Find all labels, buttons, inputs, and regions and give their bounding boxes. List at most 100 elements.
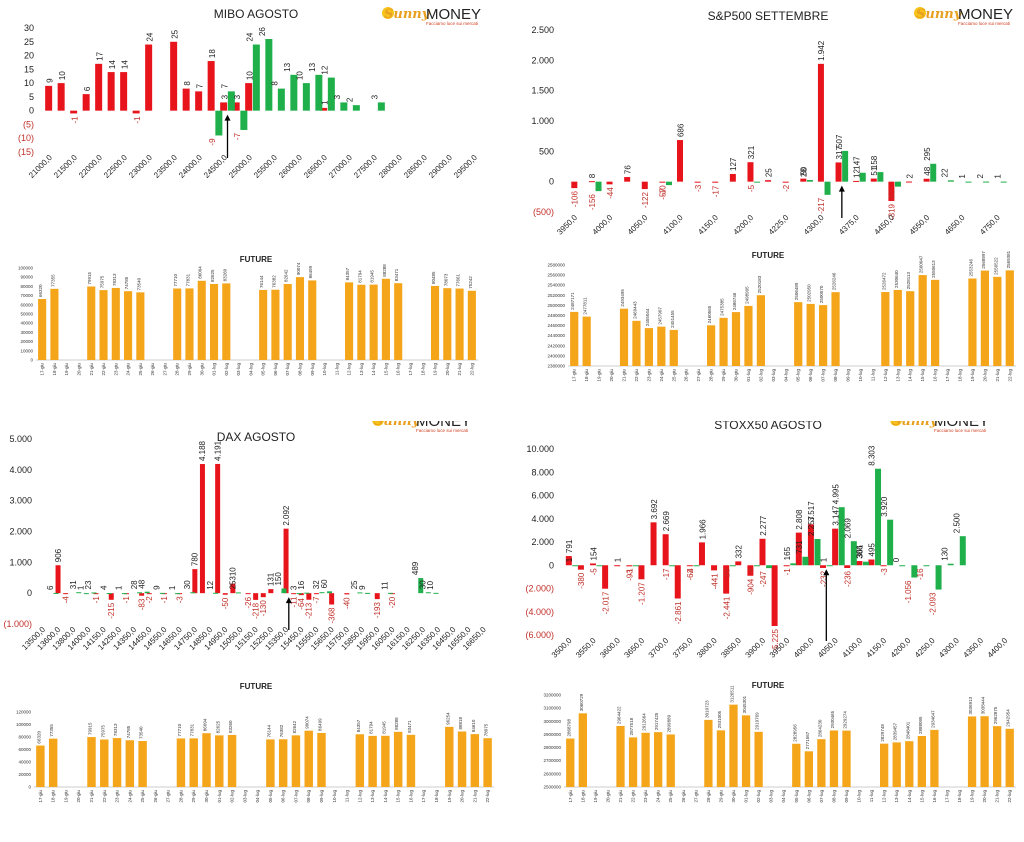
future-bar — [707, 325, 716, 366]
future-date-label: 24-giu — [126, 363, 131, 376]
data-label: 1 — [168, 585, 177, 590]
bar-green — [877, 172, 884, 182]
future-date-label: 17-giu — [568, 790, 573, 803]
future-data-label: 2962875 — [993, 706, 998, 724]
future-bar — [729, 704, 738, 787]
future-bar — [756, 295, 765, 366]
future-y-tick: 100000 — [18, 266, 34, 271]
bar-red — [590, 563, 597, 566]
y-tick-label: 10.000 — [526, 444, 554, 454]
bar-red — [771, 565, 778, 626]
future-date-label: 05-lug — [794, 790, 799, 803]
future-bar — [616, 725, 625, 787]
future-bar — [754, 731, 763, 787]
future-bar — [582, 316, 591, 366]
bar-green — [327, 77, 335, 111]
future-bar — [980, 270, 989, 366]
sp500-panel: S&P500 SETTEMBRE Sunny MONEY Facciamo luce … — [512, 0, 1024, 421]
future-data-label: 82625 — [215, 720, 220, 733]
future-bar — [394, 283, 403, 360]
x-tick-label: 3600,0 — [598, 636, 622, 660]
x-tick-label: 3950,0 — [555, 213, 579, 237]
future-date-label: 17-giu — [38, 790, 43, 803]
future-y-tick: 2460000 — [547, 323, 565, 328]
bar-green — [838, 507, 845, 566]
y-tick-label: 1.000 — [9, 557, 32, 567]
data-label: -2.441 — [722, 596, 731, 619]
future-bar — [819, 305, 828, 366]
future-y-tick: 2540000 — [547, 283, 565, 288]
future-date-label: 13-lug — [895, 369, 900, 382]
future-data-label: 2477811 — [583, 297, 588, 315]
bar-red — [783, 565, 790, 567]
future-bar — [176, 738, 186, 787]
data-label: -1 — [626, 568, 635, 576]
future-date-label: 29-giu — [191, 790, 196, 803]
bar-green — [826, 565, 833, 567]
data-label: -193 — [373, 602, 382, 619]
bar-red — [686, 565, 693, 567]
future-data-label: 84357 — [345, 267, 350, 280]
bar-green — [240, 110, 248, 130]
data-label: 2.069 — [844, 518, 853, 539]
y-tick-label: 0 — [27, 588, 32, 598]
x-tick-label: 25500,0 — [252, 153, 279, 180]
future-y-tick: 0 — [28, 785, 31, 790]
data-label: 2 — [346, 97, 355, 102]
bar-red — [182, 88, 190, 111]
data-label: -4 — [61, 596, 70, 604]
bar-green — [766, 565, 773, 569]
future-date-label: 17-lug — [945, 369, 950, 382]
bar-green — [930, 163, 937, 182]
future-date-label: 10-lug — [857, 790, 862, 803]
bar-green — [595, 181, 602, 192]
future-bar — [968, 278, 977, 366]
bar-green — [842, 150, 849, 182]
data-label: 2.669 — [662, 511, 671, 532]
future-y-tick: 20000 — [20, 339, 33, 344]
data-label: -40 — [343, 597, 352, 609]
bar-red — [712, 181, 719, 183]
bar-red — [320, 107, 328, 111]
logo-tagline: Facciamo luce sui mercati — [934, 428, 986, 433]
bar-green — [340, 102, 348, 111]
x-tick-label: 4350,0 — [961, 636, 985, 660]
bar-red — [93, 593, 99, 595]
future-bar — [917, 735, 926, 787]
data-label: 60 — [320, 579, 329, 588]
data-label: -368 — [327, 607, 336, 624]
future-data-label: 74785 — [124, 276, 129, 289]
future-y-tick: 40000 — [18, 760, 31, 765]
bar-red — [800, 178, 807, 182]
future-date-label: 26-giu — [681, 790, 686, 803]
future-data-label: 2500570 — [819, 285, 824, 303]
future-data-label: 2569381 — [1006, 250, 1011, 268]
future-date-label: 08-lug — [831, 790, 836, 803]
data-label: 295 — [923, 147, 932, 161]
x-tick-label: 27000,0 — [327, 153, 354, 180]
bar-red — [747, 162, 754, 182]
bar-red — [856, 561, 863, 566]
future-bar — [271, 289, 280, 360]
future-data-label: 88288 — [382, 264, 387, 277]
future-date-label: 13-lug — [359, 363, 364, 376]
future-y-tick: 2900000 — [543, 732, 561, 737]
future-data-label: 84357 — [356, 719, 361, 732]
future-bar — [48, 738, 58, 787]
future-data-label: 2520183 — [757, 275, 762, 293]
future-bar — [430, 285, 440, 360]
future-date-label: 05-lug — [261, 363, 266, 376]
x-tick-label: 24000,0 — [177, 153, 204, 180]
future-bar — [467, 290, 476, 360]
bar-green — [215, 110, 223, 136]
future-date-label: 27-giu — [696, 369, 701, 382]
x-tick-label: 25000,0 — [227, 153, 254, 180]
x-tick-label: 26500,0 — [302, 153, 329, 180]
bar-green — [947, 563, 954, 566]
x-tick-label: 4450,0 — [872, 213, 896, 237]
future-y-tick: 80000 — [18, 735, 31, 740]
future-data-label: 77831 — [185, 273, 190, 286]
y-tick-label: 2.500 — [531, 25, 554, 35]
data-label: -3 — [880, 568, 889, 576]
future-data-label: 2526246 — [832, 272, 837, 290]
